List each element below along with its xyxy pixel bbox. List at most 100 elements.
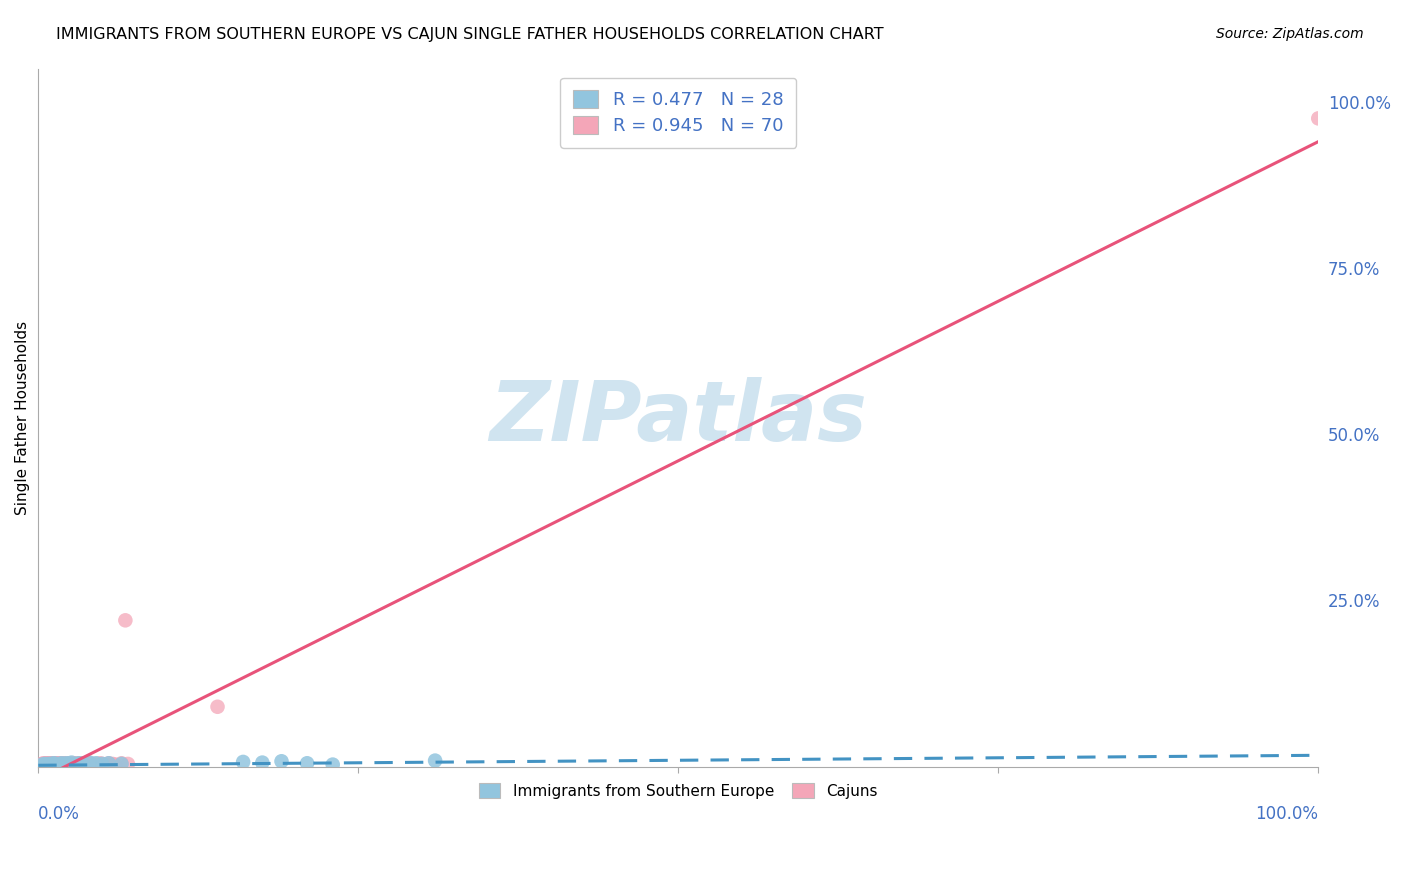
- Point: [38, 756, 60, 771]
- Point: [45, 756, 67, 771]
- Point: [52, 756, 75, 771]
- Point: [37, 756, 59, 771]
- Point: [52, 756, 75, 771]
- Point: [423, 754, 446, 768]
- Point: [66, 756, 89, 771]
- Text: Source: ZipAtlas.com: Source: ZipAtlas.com: [1216, 27, 1364, 41]
- Point: [69, 756, 91, 771]
- Point: [51, 756, 73, 771]
- Point: [45, 756, 67, 771]
- Point: [97, 756, 120, 771]
- Point: [34, 757, 56, 772]
- Point: [35, 756, 58, 771]
- Text: 100.0%: 100.0%: [1256, 805, 1319, 823]
- Point: [84, 756, 107, 771]
- Point: [44, 756, 66, 771]
- Point: [252, 756, 274, 770]
- Point: [60, 756, 83, 770]
- Point: [79, 756, 101, 770]
- Point: [114, 613, 136, 627]
- Point: [72, 756, 94, 771]
- Y-axis label: Single Father Households: Single Father Households: [15, 320, 30, 515]
- Point: [58, 756, 80, 771]
- Point: [72, 757, 94, 772]
- Point: [39, 756, 62, 771]
- Point: [48, 756, 70, 771]
- Point: [97, 756, 120, 771]
- Point: [62, 756, 84, 771]
- Point: [55, 756, 77, 771]
- Text: IMMIGRANTS FROM SOUTHERN EUROPE VS CAJUN SINGLE FATHER HOUSEHOLDS CORRELATION CH: IMMIGRANTS FROM SOUTHERN EUROPE VS CAJUN…: [56, 27, 884, 42]
- Point: [110, 756, 132, 771]
- Point: [104, 757, 127, 772]
- Point: [48, 757, 70, 772]
- Point: [73, 756, 96, 771]
- Point: [52, 757, 75, 772]
- Point: [60, 757, 83, 772]
- Point: [41, 757, 63, 772]
- Point: [42, 756, 65, 771]
- Point: [32, 757, 55, 772]
- Point: [38, 757, 60, 772]
- Point: [56, 757, 79, 772]
- Point: [59, 756, 82, 771]
- Point: [91, 756, 114, 771]
- Point: [42, 756, 65, 771]
- Point: [30, 757, 52, 772]
- Text: ZIPatlas: ZIPatlas: [489, 377, 868, 458]
- Point: [45, 757, 67, 772]
- Point: [84, 757, 107, 772]
- Point: [49, 756, 72, 771]
- Point: [31, 757, 53, 772]
- Point: [91, 756, 114, 771]
- Point: [67, 757, 90, 772]
- Point: [76, 757, 98, 772]
- Point: [101, 756, 124, 771]
- Point: [53, 756, 76, 771]
- Legend: Immigrants from Southern Europe, Cajuns: Immigrants from Southern Europe, Cajuns: [470, 774, 887, 808]
- Point: [65, 757, 87, 772]
- Point: [42, 756, 65, 771]
- Point: [38, 756, 60, 771]
- Point: [66, 756, 89, 771]
- Point: [49, 757, 72, 772]
- Point: [80, 756, 103, 771]
- Point: [38, 756, 60, 771]
- Point: [110, 756, 132, 771]
- Point: [66, 756, 89, 771]
- Point: [52, 757, 75, 772]
- Point: [46, 756, 69, 771]
- Point: [207, 699, 229, 714]
- Point: [79, 756, 101, 771]
- Point: [41, 756, 63, 771]
- Point: [55, 756, 77, 771]
- Point: [35, 757, 58, 772]
- Point: [39, 757, 62, 772]
- Point: [63, 756, 86, 771]
- Point: [232, 755, 254, 769]
- Point: [44, 757, 66, 772]
- Point: [89, 756, 111, 771]
- Point: [46, 756, 69, 771]
- Point: [1308, 112, 1330, 126]
- Point: [94, 757, 117, 772]
- Point: [34, 756, 56, 771]
- Point: [58, 756, 80, 771]
- Point: [38, 756, 60, 771]
- Point: [34, 756, 56, 771]
- Point: [48, 757, 70, 772]
- Text: 0.0%: 0.0%: [38, 805, 80, 823]
- Point: [37, 757, 59, 772]
- Point: [117, 756, 139, 771]
- Point: [270, 754, 292, 768]
- Point: [75, 756, 97, 771]
- Point: [31, 756, 53, 771]
- Point: [322, 757, 344, 772]
- Point: [38, 757, 60, 772]
- Point: [35, 756, 58, 771]
- Point: [51, 756, 73, 771]
- Point: [295, 756, 318, 771]
- Point: [32, 756, 55, 771]
- Point: [51, 756, 73, 771]
- Point: [67, 756, 90, 771]
